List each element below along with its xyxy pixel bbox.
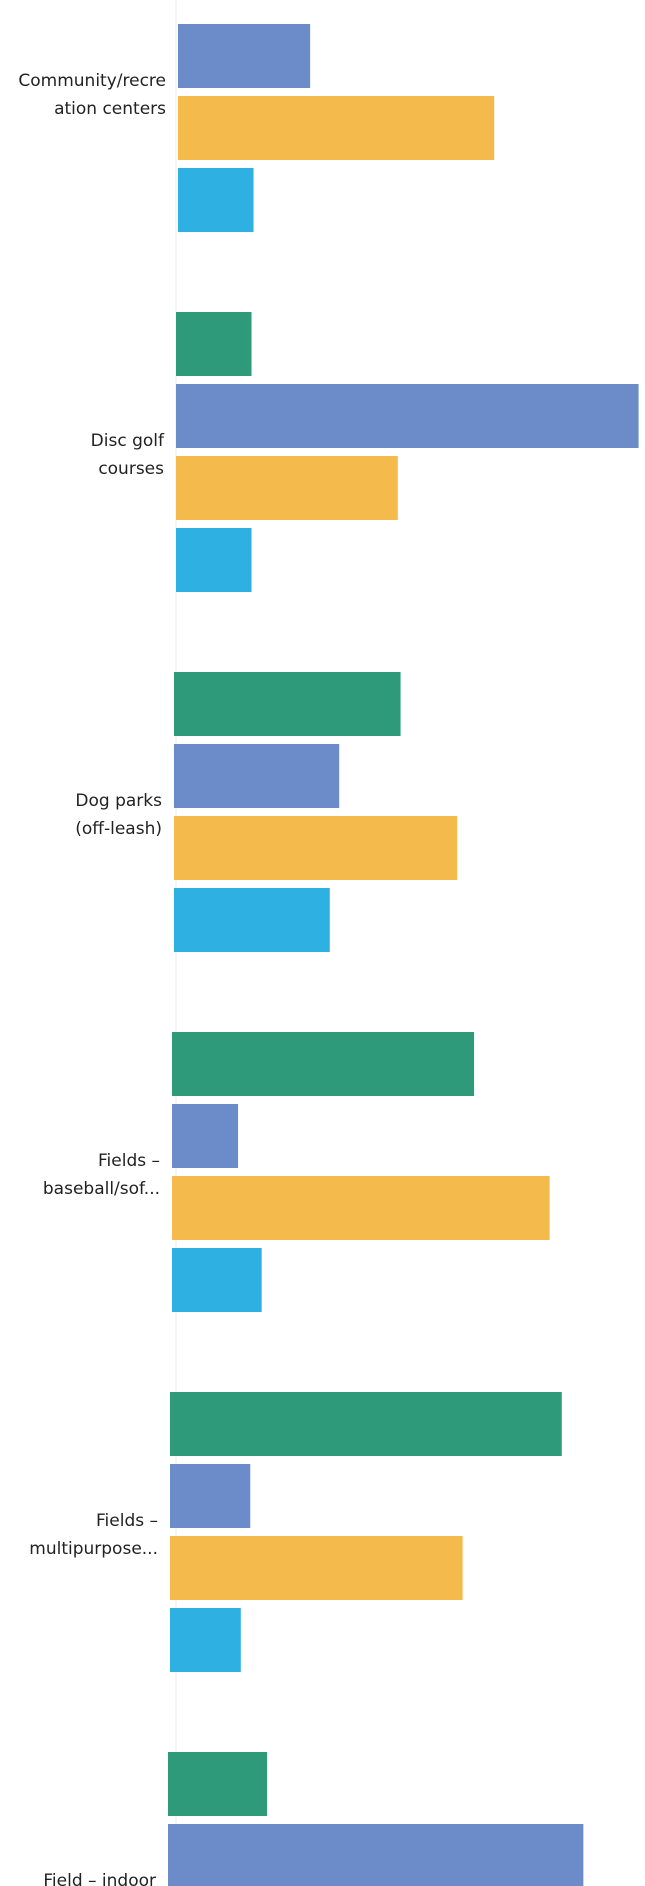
- bar-3-series-1: [174, 672, 401, 736]
- bar-3-series-3: [174, 816, 458, 880]
- bar-4-series-1: [172, 1032, 475, 1096]
- category-label-line: multipurpose...: [29, 1539, 158, 1559]
- bar-3-series-4: [174, 888, 330, 952]
- bar-2-series-4: [176, 528, 252, 592]
- bar-5-series-3: [170, 1536, 463, 1600]
- bar-4-series-4: [172, 1248, 262, 1312]
- bar-5-series-2: [170, 1464, 251, 1528]
- category-labels-group: Community/recre ation centers Disc golf cou…: [18, 71, 166, 1886]
- category-label-2: Disc golf courses: [91, 431, 165, 479]
- category-label-6: Field – indoormultipurpose...: [27, 1871, 156, 1886]
- category-label-line: Disc golf: [91, 431, 165, 451]
- bar-1-series-2: [178, 24, 311, 88]
- category-label-line: baseball/sof...: [43, 1179, 160, 1199]
- category-label-line: Fields –: [98, 1151, 160, 1171]
- category-label-line: Dog parks: [75, 791, 162, 811]
- bar-1-series-4: [178, 168, 254, 232]
- bar-2-series-2: [176, 384, 639, 448]
- bar-4-series-2: [172, 1104, 239, 1168]
- category-label-1: Community/recre ation centers: [18, 71, 166, 119]
- bar-5-series-1: [170, 1392, 562, 1456]
- category-label-line: Field – indoor: [43, 1871, 156, 1886]
- bar-6-series-2: [168, 1824, 584, 1886]
- bar-2-series-3: [176, 456, 398, 520]
- bar-5-series-4: [170, 1608, 241, 1672]
- category-label-line: courses: [98, 459, 164, 479]
- bar-2-series-1: [176, 312, 252, 376]
- category-label-5: Fields – multipurpose...: [29, 1511, 158, 1559]
- bars-group: [168, 24, 639, 1886]
- bar-4-series-3: [172, 1176, 550, 1240]
- category-label-4: Fields – baseball/sof...: [43, 1151, 160, 1199]
- bar-1-series-3: [178, 96, 495, 160]
- category-label-line: Community/recre: [18, 71, 166, 91]
- category-label-3: Dog parks (off-leash): [75, 791, 162, 839]
- bar-6-series-1: [168, 1752, 268, 1816]
- category-label-line: Fields –: [96, 1511, 158, 1531]
- bar-3-series-2: [174, 744, 340, 808]
- category-label-line: ation centers: [54, 99, 166, 119]
- category-label-line: (off-leash): [75, 819, 162, 839]
